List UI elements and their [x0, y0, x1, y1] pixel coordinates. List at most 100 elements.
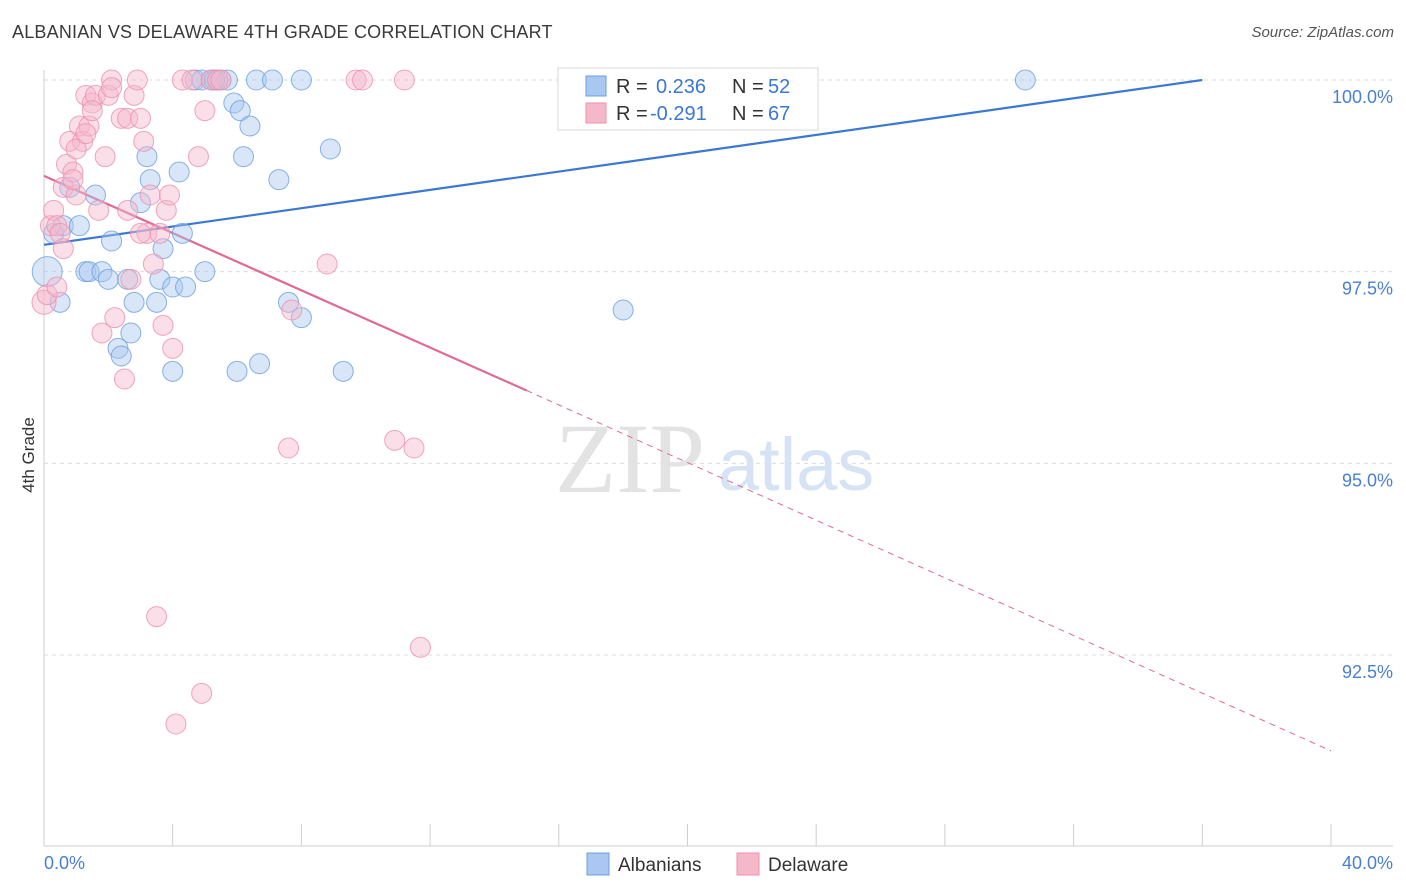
chart-title: ALBANIAN VS DELAWARE 4TH GRADE CORRELATI… — [12, 22, 553, 42]
albanians-point-42 — [261, 69, 283, 91]
delaware-point-45 — [187, 146, 209, 168]
albanians-point-11 — [101, 230, 123, 252]
delaware-point-50 — [210, 69, 232, 91]
legend-n-value-1: 52 — [768, 76, 790, 98]
delaware-point-25 — [113, 368, 135, 390]
legend-r-value-2: -0.291 — [650, 103, 707, 125]
delaware-point-31 — [130, 107, 152, 129]
albanians-trend-line — [43, 78, 1203, 246]
series-label-albanians: Albanians — [618, 855, 701, 876]
delaware-point-63 — [101, 77, 123, 99]
delaware-point-10 — [62, 161, 84, 183]
delaware-point-46 — [191, 682, 213, 704]
watermark-atlas: atlas — [718, 423, 874, 506]
series-legend: Albanians Delaware — [586, 852, 848, 876]
legend-swatch-albanians — [585, 75, 607, 97]
delaware-point-35 — [142, 253, 164, 275]
watermark-zip: ZIP — [555, 403, 705, 514]
y-axis-title-group: 4th Grade — [19, 417, 38, 493]
legend-n-label-2: N = — [732, 103, 764, 125]
delaware-point-36 — [146, 606, 168, 628]
stats-legend: R = 0.236 N = 52 R = -0.291 N = 67 — [557, 67, 819, 131]
delaware-point-20 — [94, 146, 116, 168]
delaware-trend-extension — [526, 390, 1332, 752]
series-swatch-delaware — [736, 852, 760, 876]
delaware-point-37 — [149, 222, 171, 244]
source-label: Source: ZipAtlas.com — [1251, 24, 1394, 41]
y-axis-title: 4th Grade — [19, 417, 38, 493]
delaware-point-40 — [158, 184, 180, 206]
delaware-point-56 — [384, 429, 406, 451]
albanians-point-27 — [175, 276, 197, 298]
legend-r-label-1: R = — [616, 76, 648, 98]
trend-lines — [43, 78, 1332, 752]
delaware-point-27 — [117, 199, 139, 221]
delaware-point-55 — [352, 69, 374, 91]
delaware-point-6 — [52, 238, 74, 260]
axes: 100.0% 97.5% 95.0% 92.5% 0.0% 40.0% — [43, 70, 1393, 873]
albanians-point-7 — [78, 261, 100, 283]
delaware-point-51 — [278, 437, 300, 459]
albanians-point-39 — [239, 115, 261, 137]
legend-n-label-1: N = — [732, 76, 764, 98]
delaware-point-57 — [393, 69, 415, 91]
delaware-point-41 — [162, 337, 184, 359]
x-tick-label-max: 40.0% — [1342, 853, 1393, 873]
albanians-point-23 — [162, 276, 184, 298]
delaware-point-47 — [194, 100, 216, 122]
albanians-point-19 — [139, 169, 161, 191]
delaware-point-30 — [126, 69, 148, 91]
data-points — [31, 69, 1036, 735]
y-tick-label-3: 92.5% — [1342, 662, 1393, 682]
albanians-point-20 — [146, 291, 168, 313]
delaware-point-44 — [181, 69, 203, 91]
series-label-delaware: Delaware — [768, 855, 848, 876]
albanians-point-26 — [171, 222, 193, 244]
legend-r-value-1: 0.236 — [656, 76, 706, 98]
delaware-point-64 — [62, 169, 84, 191]
albanians-point-13 — [110, 345, 132, 367]
delaware-point-19 — [91, 322, 113, 344]
delaware-trend-line — [43, 174, 528, 392]
delaware-point-24 — [110, 107, 132, 129]
albanians-point-36 — [226, 360, 248, 382]
y-tick-label-0: 100.0% — [1332, 87, 1393, 107]
delaware-point-32 — [133, 130, 155, 152]
albanians-point-25 — [168, 161, 190, 183]
albanians-point-16 — [123, 291, 145, 313]
albanians-point-50 — [1014, 69, 1036, 91]
delaware-point-42 — [165, 713, 187, 735]
delaware-point-60 — [46, 276, 68, 298]
delaware-point-66 — [81, 100, 103, 122]
legend-r-label-2: R = — [616, 103, 648, 125]
albanians-point-38 — [232, 146, 254, 168]
delaware-point-58 — [403, 437, 425, 459]
y-tick-label-2: 95.0% — [1342, 470, 1393, 490]
x-tick-label-min: 0.0% — [44, 853, 85, 873]
y-tick-label-1: 97.5% — [1342, 279, 1393, 299]
legend-swatch-delaware — [585, 102, 607, 124]
albanians-point-24 — [162, 360, 184, 382]
albanians-point-15 — [120, 322, 142, 344]
albanians-point-43 — [268, 169, 290, 191]
albanians-point-40 — [245, 69, 267, 91]
albanians-point-30 — [194, 261, 216, 283]
delaware-point-52 — [281, 299, 303, 321]
legend-n-value-2: 67 — [768, 103, 790, 125]
delaware-point-54 — [345, 69, 367, 91]
delaware-point-33 — [136, 222, 158, 244]
albanians-point-45 — [290, 69, 312, 91]
delaware-point-38 — [152, 314, 174, 336]
albanians-point-41 — [249, 353, 271, 375]
series-swatch-albanians — [586, 852, 610, 876]
watermark: ZIP atlas — [555, 403, 874, 514]
albanians-point-37 — [229, 100, 251, 122]
albanians-point-5 — [68, 215, 90, 237]
delaware-point-18 — [88, 199, 110, 221]
delaware-point-23 — [104, 307, 126, 329]
delaware-point-65 — [130, 222, 152, 244]
albanians-point-10 — [97, 268, 119, 290]
delaware-point-59 — [409, 636, 431, 658]
delaware-point-26 — [117, 107, 139, 129]
